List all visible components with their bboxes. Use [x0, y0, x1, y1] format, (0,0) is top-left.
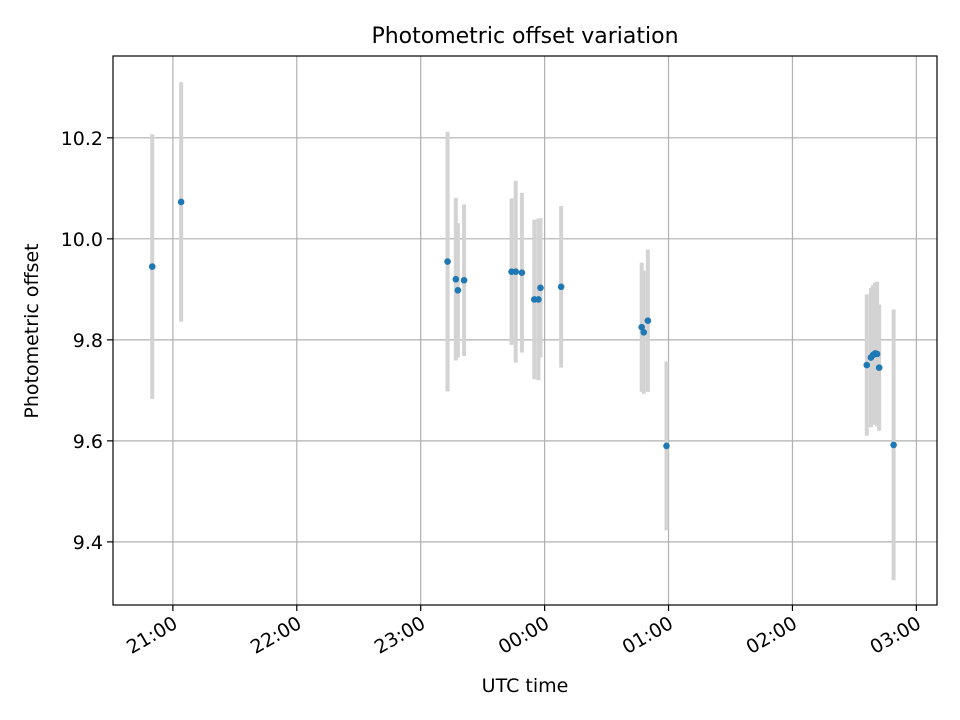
data-point	[890, 441, 897, 449]
y-tick-label: 9.4	[73, 532, 103, 554]
axes-frame	[112, 55, 938, 606]
data-point	[148, 263, 156, 270]
data-point	[177, 198, 185, 206]
data-point	[537, 284, 544, 292]
data-point	[454, 287, 462, 294]
data-point	[512, 268, 520, 275]
y-tick-label: 10.2	[61, 128, 103, 150]
data-point	[863, 361, 871, 369]
data-point	[452, 275, 460, 283]
y-axis-label: Photometric offset	[21, 243, 43, 418]
data-point	[638, 323, 645, 331]
data-point	[875, 364, 883, 371]
chart-title: Photometric offset variation	[371, 24, 678, 49]
data-point	[518, 269, 526, 276]
data-point	[557, 283, 565, 291]
data-point	[663, 442, 670, 450]
y-tick-label: 10.0	[61, 229, 103, 251]
data-point	[535, 296, 542, 303]
x-axis-label: UTC time	[482, 675, 569, 697]
y-tick-label: 9.8	[73, 330, 103, 352]
grid-lines	[113, 56, 937, 605]
data-point	[644, 317, 652, 324]
y-axis-ticks: 9.4 9.6 9.8 10.0 10.2	[61, 128, 113, 554]
data-point	[873, 350, 881, 358]
y-tick-label: 9.6	[73, 431, 103, 453]
data-point	[460, 276, 468, 284]
data-point	[640, 328, 648, 336]
data-point	[444, 258, 451, 265]
data-points	[148, 198, 897, 450]
